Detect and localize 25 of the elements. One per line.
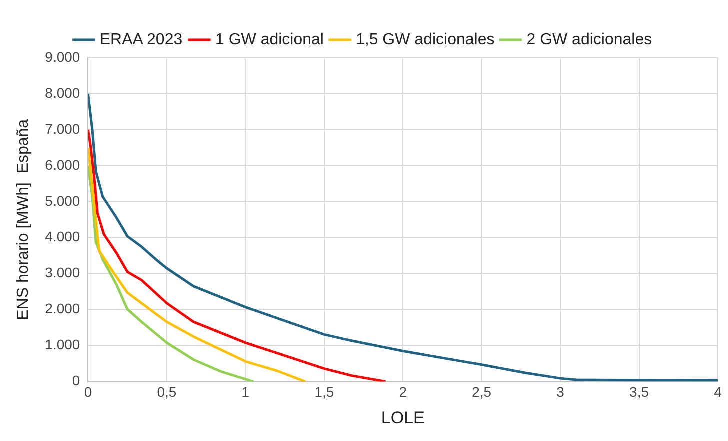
y-tick-label: 0 [72,372,80,389]
x-tick-label: 2 [399,384,408,400]
y-tick-label: 3.000 [45,264,80,281]
x-tick-label: 2,5 [472,384,492,400]
legend-label: ERAA 2023 [100,31,183,48]
x-tick-label: 3,5 [630,384,650,400]
y-tick-label: 8.000 [45,84,80,101]
y-tick-label: 5.000 [45,192,80,209]
x-tick-label: 3 [556,384,565,400]
y-tick-label: 7.000 [45,120,80,137]
y-axis-title: ENS horario [MWh] España [15,119,32,320]
y-tick-label: 1.000 [45,336,80,353]
y-tick-label: 4.000 [45,228,80,245]
x-tick-label: 4 [714,384,722,400]
x-tick-label: 0 [84,384,92,400]
x-tick-label: 1 [242,384,250,400]
legend-label: 1 GW adicional [215,31,324,48]
y-tick-label: 2.000 [45,300,80,317]
legend-label: 2 GW adicionales [526,31,652,48]
x-axis-title: LOLE [381,408,425,428]
y-tick-label: 6.000 [45,156,80,173]
x-tick-label: 0,5 [157,384,177,400]
y-tick-label: 9.000 [45,48,80,65]
legend-label: 1,5 GW adicionales [356,31,495,48]
x-tick-label: 1,5 [314,384,334,400]
